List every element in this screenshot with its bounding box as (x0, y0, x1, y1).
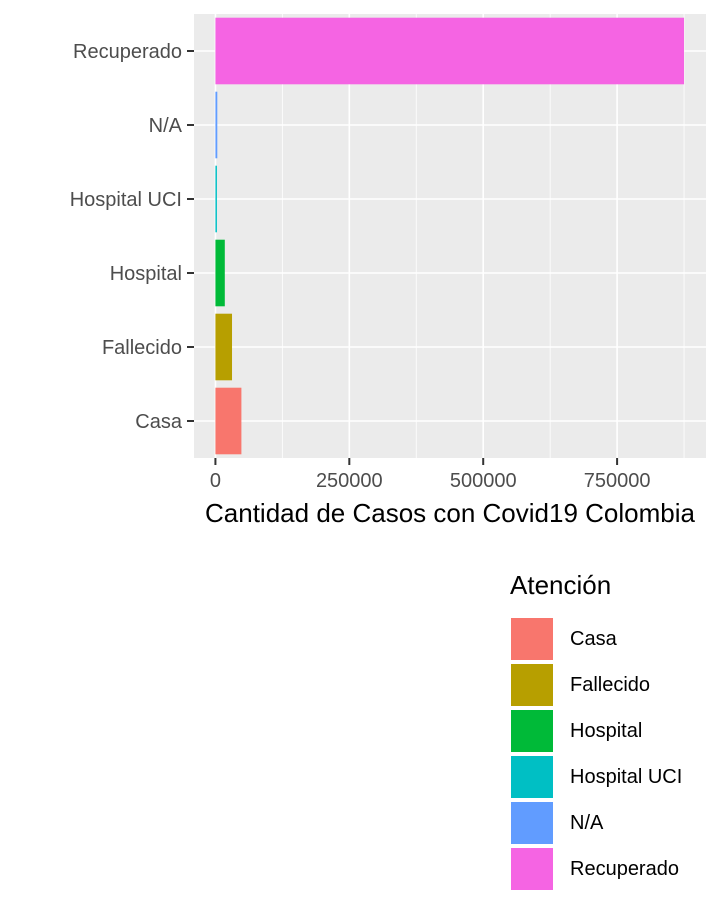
bar-recuperado (215, 17, 685, 85)
y-axis: Casa Fallecido Hospital Hospital UCI N/A Recu… (70, 41, 194, 433)
legend-key (510, 847, 554, 891)
legend-label: N/A (570, 811, 604, 834)
legend-label: Hospital (570, 719, 643, 742)
legend-title: Atención (510, 570, 612, 600)
plot-panel (194, 14, 706, 458)
x-tick-label: 750000 (584, 470, 651, 492)
legend-label: Fallecido (570, 673, 651, 696)
x-tick-label: 250000 (316, 470, 383, 492)
legend-key (510, 617, 554, 661)
legend-label: Casa (570, 627, 617, 650)
legend-item: Casa (510, 616, 682, 662)
legend-item: Hospital (510, 708, 682, 754)
legend-item: Hospital UCI (510, 754, 682, 800)
legend-item: N/A (510, 800, 682, 846)
y-tick-label: Hospital UCI (70, 189, 182, 211)
legend-label: Recuperado (570, 857, 679, 880)
legend-item: Recuperado (510, 846, 682, 892)
legend: Atención Casa Fallecido Hospital Hospital U… (510, 570, 682, 892)
y-tick-label: Casa (135, 411, 183, 433)
bar-casa (215, 387, 242, 455)
bar-hospital-uci (215, 165, 217, 233)
legend-label: Hospital UCI (570, 765, 683, 788)
bar-n-a (215, 91, 218, 159)
x-tick-label: 0 (210, 470, 221, 492)
legend-key (510, 663, 554, 707)
y-tick-label: N/A (149, 115, 183, 137)
x-axis-title: Cantidad de Casos con Covid19 Colombia (205, 498, 695, 528)
legend-key (510, 755, 554, 799)
y-tick-label: Recuperado (73, 41, 182, 63)
legend-key (510, 801, 554, 845)
bar-hospital (215, 239, 225, 307)
x-tick-label: 500000 (450, 470, 517, 492)
y-tick-label: Fallecido (102, 337, 182, 359)
legend-items: Casa Fallecido Hospital Hospital UCI N/A Recu… (510, 616, 682, 892)
x-axis: 0 250000 500000 750000 (210, 458, 651, 492)
grid-minor-lines (281, 14, 685, 458)
y-tick-label: Hospital (110, 263, 182, 285)
legend-key (510, 709, 554, 753)
legend-item: Fallecido (510, 662, 682, 708)
bars (215, 17, 685, 455)
bar-fallecido (215, 313, 233, 381)
